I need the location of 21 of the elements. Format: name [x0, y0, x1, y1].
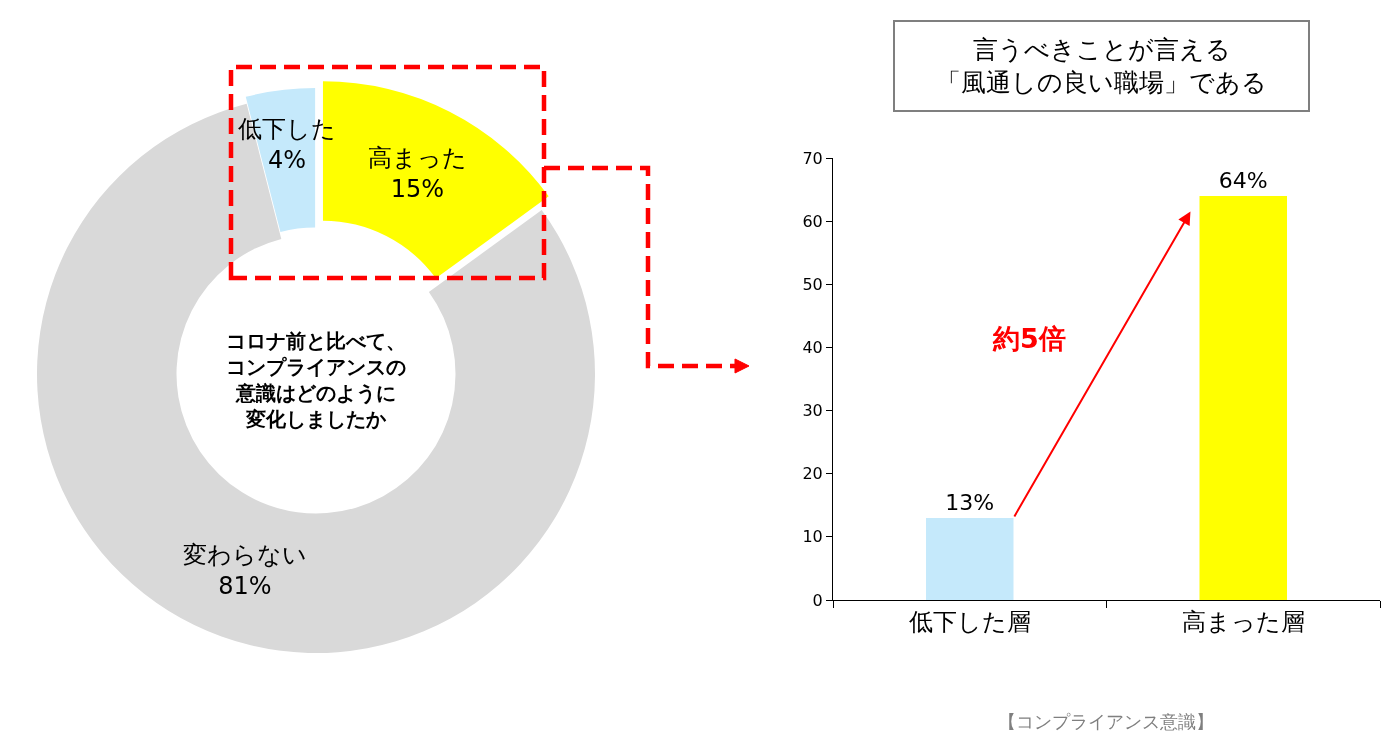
slice-label: 高まった	[368, 144, 467, 172]
slice-label: 変わらない	[183, 541, 307, 569]
y-tick-label: 50	[802, 274, 823, 294]
y-tick-label: 0	[812, 590, 823, 610]
y-tick-label: 30	[802, 401, 823, 421]
y-tick-label: 70	[802, 148, 823, 168]
data-label: 64%	[1218, 167, 1268, 193]
text: 【コンプライアンス意識】	[998, 711, 1214, 732]
annotation: 約5倍	[992, 323, 1066, 354]
y-tick-label: 10	[802, 527, 823, 547]
x-tick-label: 低下した層	[908, 607, 1031, 636]
data-label: 15%	[390, 175, 445, 204]
chart-title: 言うべきことが言える「風通しの良い職場」である	[936, 35, 1267, 97]
data-label: 81%	[218, 572, 272, 601]
text: コロナ前と比べて、コンプライアンスの意識はどのように変化しましたか	[226, 329, 406, 431]
data-label: 4%	[267, 146, 307, 175]
y-tick-label: 60	[802, 211, 823, 231]
y-tick-label: 40	[802, 338, 823, 358]
y-tick-label: 20	[802, 464, 823, 484]
x-tick-label: 高まった層	[1181, 607, 1305, 636]
data-label: 13%	[945, 489, 995, 515]
